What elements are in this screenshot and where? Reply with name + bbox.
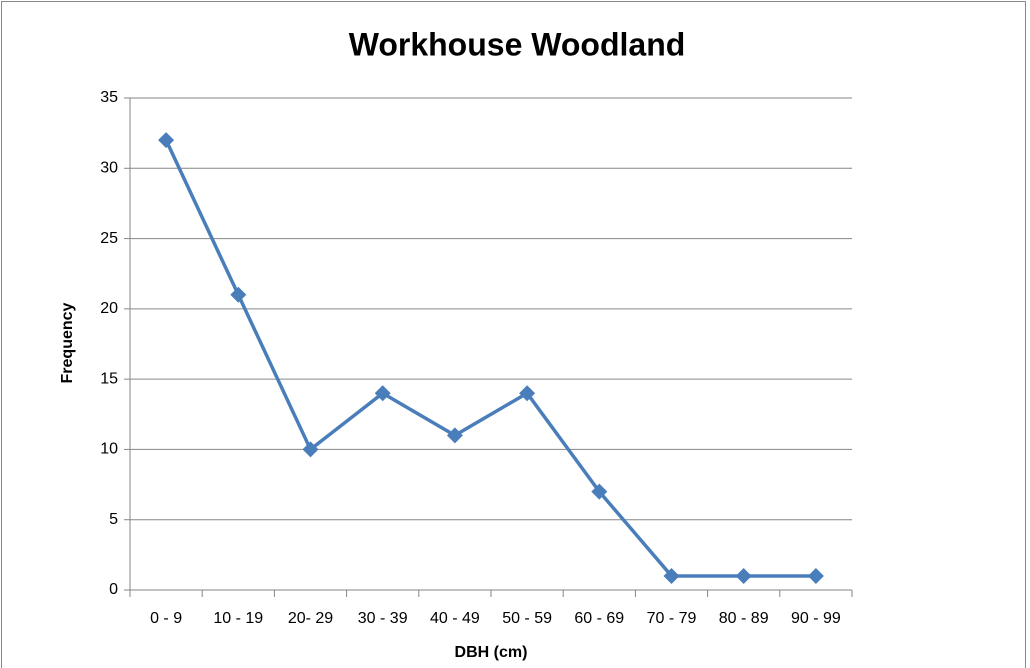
y-tick-label: 35: [100, 89, 118, 106]
y-axis-label: Frequency: [59, 302, 76, 383]
y-tick-label: 15: [100, 370, 118, 387]
data-point: [807, 567, 824, 584]
x-tick-label: 40 - 49: [430, 610, 480, 627]
y-tick-label: 30: [100, 160, 118, 177]
chart-title: Workhouse Woodland: [349, 26, 686, 62]
data-line: [164, 139, 816, 578]
x-tick-label: 20- 29: [288, 610, 333, 627]
x-tick-label: 10 - 19: [213, 610, 263, 627]
x-axis-label: DBH (cm): [455, 644, 528, 661]
y-tick-label: 0: [109, 581, 118, 598]
data-point: [591, 483, 608, 500]
data-point: [302, 441, 319, 458]
data-point: [374, 385, 391, 402]
x-tick-label: 0 - 9: [150, 610, 182, 627]
data-point: [230, 286, 247, 303]
x-tick-label: 50 - 59: [502, 610, 552, 627]
x-tick-label: 70 - 79: [647, 610, 697, 627]
y-tick-label: 20: [100, 300, 118, 317]
data-point: [158, 132, 175, 149]
data-point: [519, 385, 536, 402]
data-point: [446, 427, 463, 444]
x-tick-label: 60 - 69: [574, 610, 624, 627]
data-point: [663, 567, 680, 584]
y-tick-label: 10: [100, 441, 118, 458]
x-tick-label: 80 - 89: [719, 610, 769, 627]
x-tick-label: 90 - 99: [791, 610, 841, 627]
x-tick-label: 30 - 39: [358, 610, 408, 627]
data-point: [735, 567, 752, 584]
y-tick-label: 25: [100, 230, 118, 247]
y-tick-label: 5: [109, 511, 118, 528]
